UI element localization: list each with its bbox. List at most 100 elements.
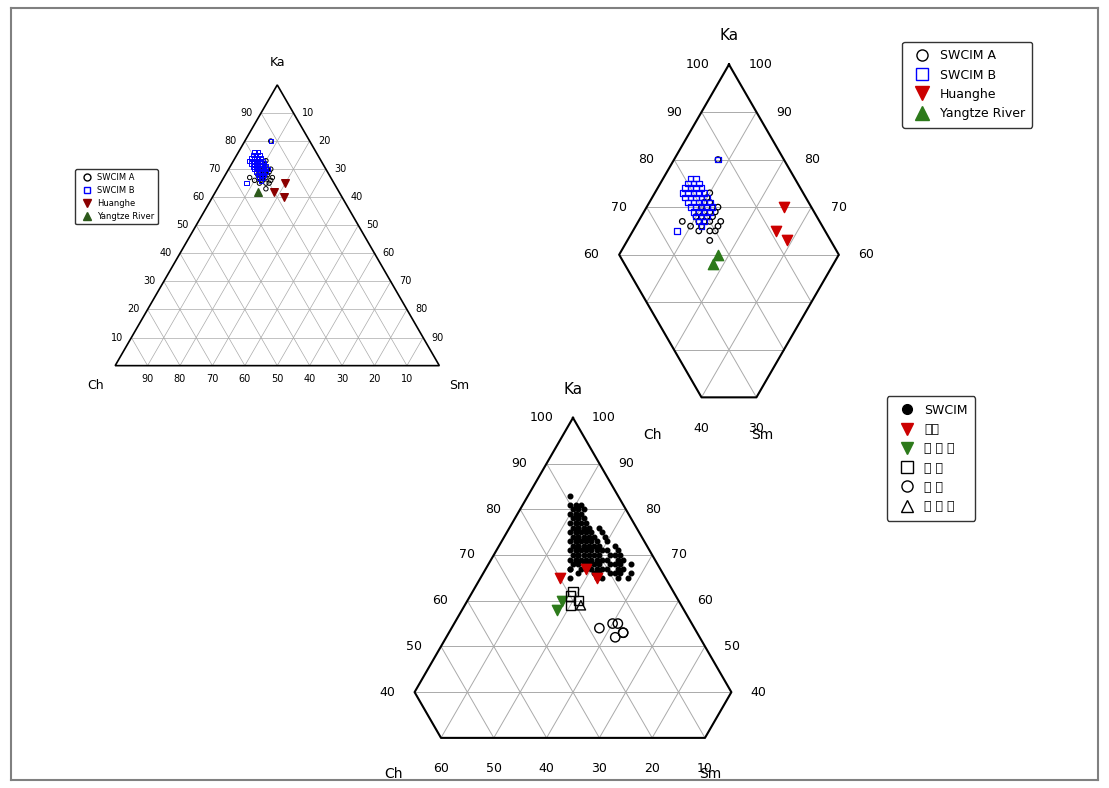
Point [690, 206, 708, 218]
Point [251, 171, 268, 184]
Point [261, 165, 278, 178]
Point [567, 544, 584, 556]
Point [248, 169, 266, 181]
Point [251, 165, 268, 178]
Point [607, 558, 624, 571]
Point [564, 521, 582, 533]
Point [578, 563, 596, 575]
Point [572, 553, 590, 566]
Point [580, 530, 598, 543]
Legend: SWCIM, 황하, 양 자 강, 한 강, 금 강, 영 산 강: SWCIM, 황하, 양 자 강, 한 강, 금 강, 영 산 강 [886, 396, 975, 521]
Point [580, 558, 598, 571]
Point [241, 171, 258, 184]
Point [601, 558, 619, 571]
Point [569, 594, 587, 607]
Point [247, 154, 265, 167]
Point [572, 498, 590, 511]
Point [607, 631, 624, 644]
Point [775, 201, 793, 214]
Text: Sm: Sm [449, 378, 469, 392]
Point [690, 215, 708, 228]
Point [246, 151, 264, 164]
Point [262, 135, 279, 147]
Text: 50: 50 [486, 762, 501, 775]
Point [703, 210, 721, 223]
Text: 70: 70 [208, 164, 221, 174]
Point [244, 149, 262, 162]
Point [255, 163, 273, 176]
Point [564, 530, 582, 543]
Point [596, 530, 613, 543]
Text: 100: 100 [749, 58, 773, 71]
Point [254, 154, 272, 167]
Text: 70: 70 [671, 548, 688, 562]
Point [254, 165, 272, 178]
Point [248, 158, 266, 170]
Point [766, 225, 784, 237]
Point [682, 182, 700, 195]
Point [580, 548, 598, 561]
Text: 10: 10 [400, 374, 413, 384]
Point [588, 571, 606, 584]
Point [574, 540, 592, 552]
Text: 60: 60 [192, 192, 204, 203]
Point [682, 191, 700, 204]
Text: 90: 90 [619, 457, 634, 470]
Text: Ch: Ch [643, 428, 661, 441]
Point [582, 526, 600, 538]
Point [567, 517, 584, 530]
Point [248, 151, 266, 164]
Point [590, 622, 608, 634]
Point [684, 206, 702, 218]
Point [688, 210, 705, 223]
Point [252, 163, 269, 176]
Point [582, 553, 600, 566]
Text: Ka: Ka [720, 28, 739, 43]
Point [699, 201, 716, 214]
Point [712, 215, 730, 228]
Point [693, 210, 711, 223]
Text: 40: 40 [539, 762, 554, 775]
Point [257, 177, 275, 189]
Point [578, 553, 596, 566]
Point [251, 177, 268, 189]
Text: 100: 100 [592, 411, 615, 424]
Point [572, 517, 590, 530]
Text: 10: 10 [302, 108, 314, 118]
Point [561, 553, 579, 566]
Point [561, 544, 579, 556]
Point [567, 535, 584, 548]
Point [679, 177, 696, 190]
Point [257, 154, 275, 167]
Point [561, 489, 579, 502]
Point [553, 594, 571, 607]
Text: 40: 40 [693, 422, 710, 435]
Point [580, 540, 598, 552]
Point [695, 206, 713, 218]
Text: 30: 30 [336, 374, 348, 384]
Point [264, 171, 282, 184]
Point [599, 553, 617, 566]
Point [701, 234, 719, 247]
Point [709, 220, 726, 232]
Point [599, 544, 617, 556]
Text: 40: 40 [304, 374, 316, 384]
Text: 60: 60 [583, 248, 599, 261]
Point [561, 563, 579, 575]
Point [255, 163, 273, 176]
Text: Ka: Ka [563, 381, 582, 396]
Point [567, 498, 584, 511]
Text: 70: 70 [611, 201, 627, 214]
Point [682, 201, 700, 214]
Point [569, 548, 587, 561]
Point [695, 196, 713, 209]
Point [567, 507, 584, 520]
Point [254, 160, 272, 173]
Point [701, 187, 719, 199]
Text: 90: 90 [665, 106, 682, 118]
Point [693, 220, 711, 232]
Text: 50: 50 [406, 640, 421, 653]
Point [578, 526, 596, 538]
Point [247, 160, 265, 173]
Point [701, 225, 719, 237]
